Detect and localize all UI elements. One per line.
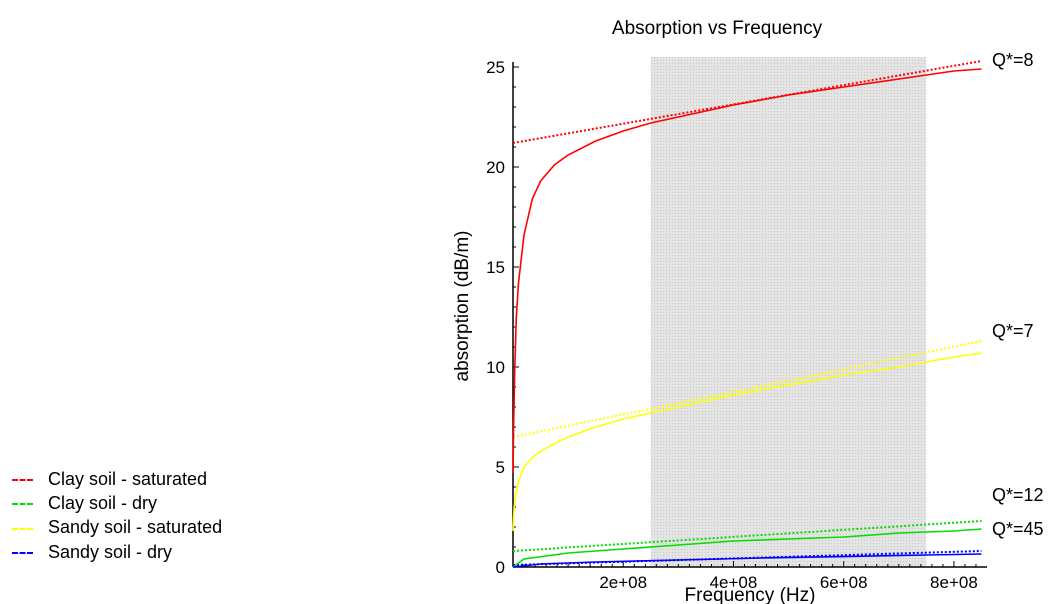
shaded-band xyxy=(650,57,927,567)
y-tick-label: 20 xyxy=(486,158,505,177)
legend-label: Clay soil - dry xyxy=(48,492,158,513)
y-tick-label: 10 xyxy=(486,358,505,377)
y-tick-label: 15 xyxy=(486,258,505,277)
series-line xyxy=(512,352,982,532)
legend-item-clay-dry: Clay soil - dry xyxy=(12,491,222,515)
legend-label: Sandy soil - saturated xyxy=(48,517,223,538)
chart-title: Absorption vs Frequency xyxy=(612,18,823,39)
legend-label: Clay soil - saturated xyxy=(48,468,208,489)
legend-label: Sandy soil - dry xyxy=(48,541,173,562)
legend: Clay soil - saturated Clay soil - dry Sa… xyxy=(12,467,222,564)
legend-swatch xyxy=(12,503,33,506)
y-tick-label: 25 xyxy=(486,58,505,77)
legend-item-clay-saturated: Clay soil - saturated xyxy=(12,467,222,491)
x-tick-label: 4e+08 xyxy=(710,573,758,592)
x-tick-label: 8e+08 xyxy=(930,573,978,592)
legend-swatch xyxy=(12,527,33,530)
fit-line-label: Q*=12 xyxy=(992,485,1044,505)
legend-item-sandy-saturated: Sandy soil - saturated xyxy=(12,516,222,540)
y-tick-label: 5 xyxy=(496,458,505,477)
axis-layer: 0 5 10 15 20 25 2e+08 4e+08 6e+08 8e+08 xyxy=(486,58,987,592)
shaded-region-layer xyxy=(650,57,927,567)
series-line xyxy=(512,68,982,474)
legend-swatch xyxy=(12,479,33,482)
legend-item-sandy-dry: Sandy soil - dry xyxy=(12,540,222,564)
x-tick-label: 6e+08 xyxy=(820,573,868,592)
y-tick-label: 0 xyxy=(496,558,505,577)
fit-line-label: Q*=7 xyxy=(992,321,1034,341)
series-line xyxy=(512,553,982,568)
x-axis-label: Frequency (Hz) xyxy=(685,585,816,604)
series-layer xyxy=(512,68,982,568)
y-axis-label: absorption (dB/m) xyxy=(452,230,473,381)
annotation-layer: Q*=8 Q*=7 Q*=12 Q*=45 xyxy=(992,50,1044,539)
legend-swatch xyxy=(12,552,33,555)
x-tick-label: 2e+08 xyxy=(599,573,647,592)
series-line xyxy=(512,528,982,568)
fit-line-label: Q*=45 xyxy=(992,519,1044,539)
fit-line-label: Q*=8 xyxy=(992,50,1034,70)
